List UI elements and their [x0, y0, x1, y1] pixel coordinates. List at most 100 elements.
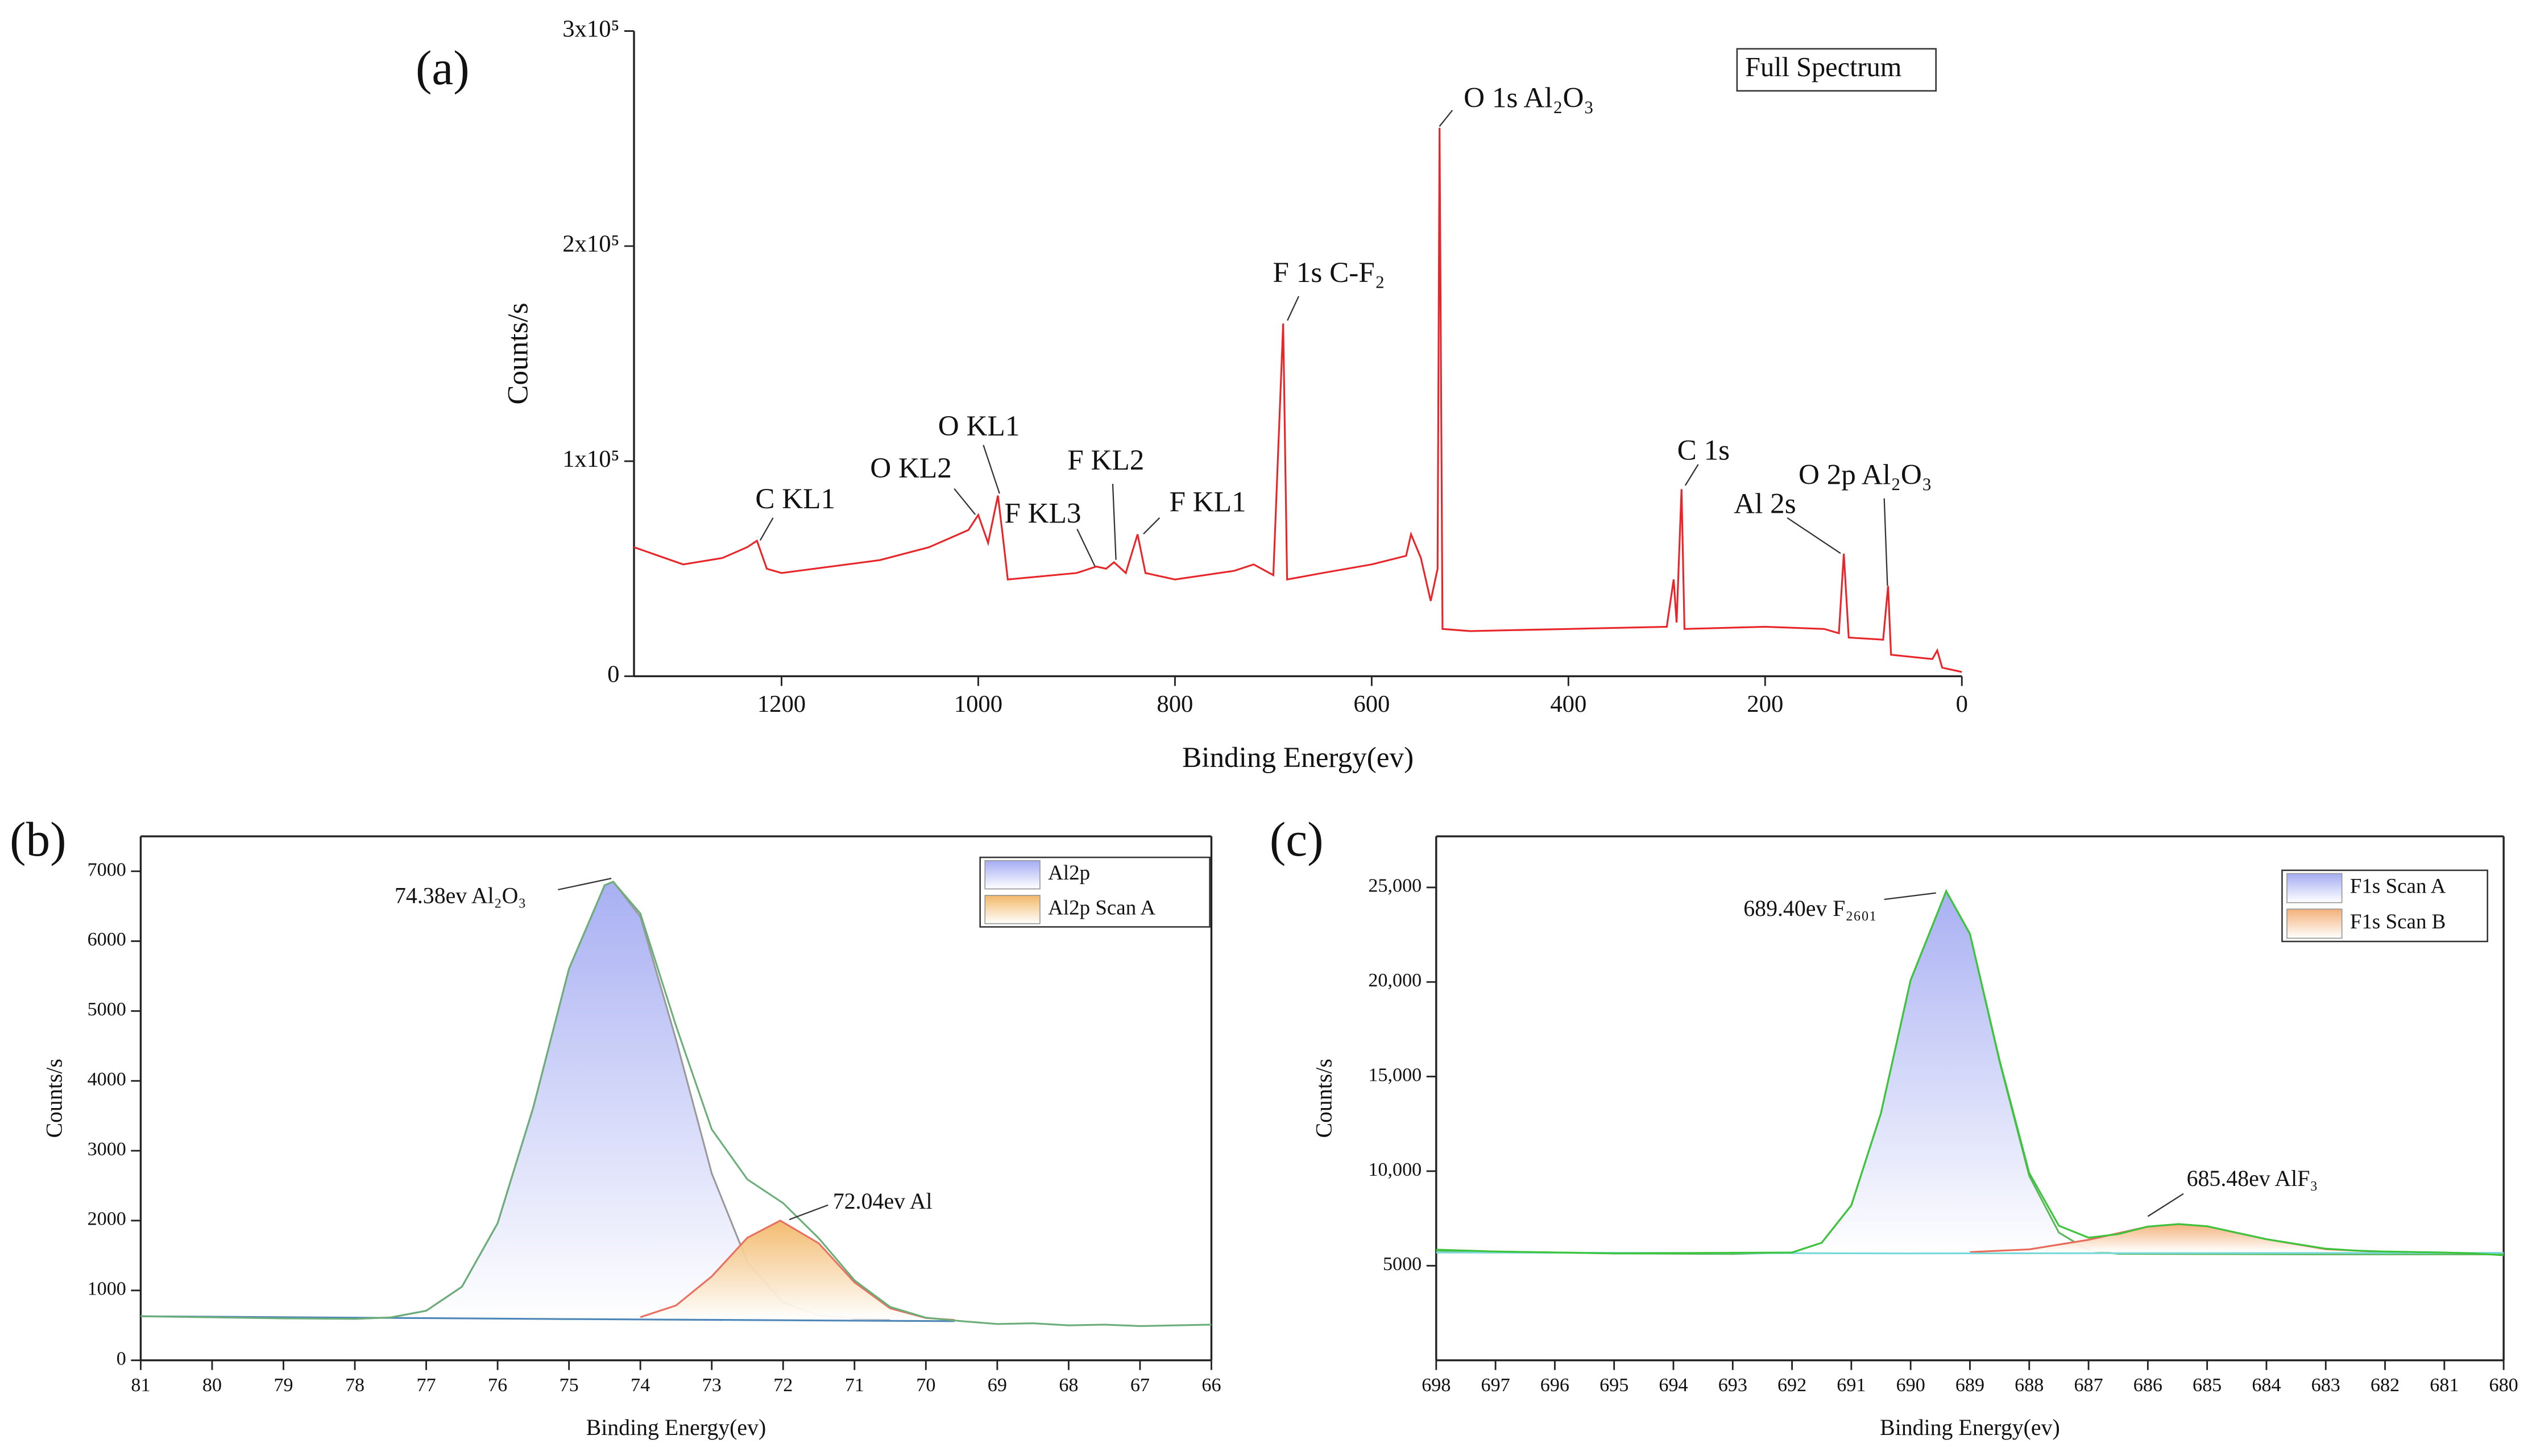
x-tick-label: 690 — [1896, 1375, 1925, 1396]
leader-line — [2147, 1193, 2184, 1217]
annotation: 689.40ev F₂₆₀₁ — [1743, 896, 1877, 921]
spectrum-line — [633, 127, 1962, 673]
leader-line — [1287, 296, 1300, 321]
legend-swatch — [2286, 909, 2343, 939]
leader-line — [1684, 464, 1699, 486]
y-tick-label: 1x10⁵ — [562, 446, 619, 472]
x-tick-label: 800 — [1157, 691, 1193, 717]
y-tick-label: 5000 — [1383, 1254, 1422, 1275]
x-tick-label: 1200 — [757, 691, 806, 717]
spectrum-line — [1436, 889, 2504, 1256]
leader-line — [1076, 529, 1096, 567]
leader-line — [558, 877, 612, 891]
y-tick-label: 3000 — [88, 1139, 126, 1160]
x-tick-label: 692 — [1777, 1375, 1806, 1396]
y-axis-label: Counts/s — [1312, 1059, 1337, 1138]
annotation: O KL1 — [938, 410, 1020, 442]
peak-area — [1436, 891, 2504, 1255]
legend-label: F1s Scan B — [2350, 910, 2446, 933]
x-tick-label: 80 — [202, 1375, 222, 1396]
leader-line — [789, 1204, 828, 1221]
spectrum-line — [140, 881, 1212, 1328]
leader-line — [759, 517, 774, 541]
leader-line — [954, 488, 976, 515]
x-tick-label: 66 — [1201, 1375, 1221, 1396]
panel-label: (b) — [10, 813, 67, 866]
panel: (c) 698 697 696 695 694 693 692 691 690 689 688 687 6… — [1270, 813, 2518, 1440]
x-tick-label: 688 — [2015, 1375, 2044, 1396]
y-tick-label: 3x10⁵ — [562, 15, 619, 42]
x-tick-label: 81 — [131, 1375, 150, 1396]
peak-area — [640, 1220, 955, 1320]
x-tick-label: 70 — [916, 1375, 935, 1396]
legend-swatch — [984, 860, 1041, 890]
x-tick-label: 78 — [345, 1375, 364, 1396]
y-tick-label: 0 — [607, 661, 619, 687]
x-tick-label: 400 — [1550, 691, 1586, 717]
leader-line — [983, 445, 1000, 494]
x-tick-label: 75 — [560, 1375, 579, 1396]
leader-line — [1883, 498, 1888, 586]
x-tick-label: 695 — [1599, 1375, 1628, 1396]
legend-swatch — [984, 895, 1041, 924]
leader-line — [1884, 892, 1936, 901]
legend-label: Al2p Scan A — [1048, 895, 1155, 919]
x-tick-label: 697 — [1481, 1375, 1510, 1396]
x-tick-label: 0 — [1956, 691, 1968, 717]
annotation: Al 2s — [1734, 488, 1796, 520]
x-tick-label: 687 — [2074, 1375, 2103, 1396]
x-tick-label: 67 — [1130, 1375, 1150, 1396]
x-tick-label: 683 — [2311, 1375, 2340, 1396]
x-tick-label: 77 — [417, 1375, 436, 1396]
y-tick-label: 2x10⁵ — [562, 231, 619, 258]
y-axis-label: Counts/s — [502, 302, 534, 404]
annotation: F KL1 — [1169, 486, 1246, 518]
panel: (b) 81 80 79 78 77 76 75 74 73 72 71 70 69 68 67 66 0 1000… — [10, 813, 1221, 1440]
x-tick-label: 684 — [2252, 1375, 2281, 1396]
x-tick-label: 685 — [2193, 1375, 2222, 1396]
x-tick-label: 71 — [845, 1375, 864, 1396]
x-tick-label: 200 — [1747, 691, 1783, 717]
annotation: O 1s Al₂O₃ — [1464, 82, 1594, 114]
y-tick-label: 5000 — [88, 999, 126, 1020]
annotation: O KL2 — [870, 452, 952, 484]
x-tick-label: 1000 — [954, 691, 1002, 717]
y-tick-label: 2000 — [88, 1209, 126, 1230]
y-tick-label: 15,000 — [1368, 1064, 1422, 1085]
x-tick-label: 74 — [631, 1375, 650, 1396]
y-axis-label: Counts/s — [42, 1059, 67, 1138]
x-tick-label: 681 — [2430, 1375, 2459, 1396]
leader-line — [1439, 110, 1453, 127]
x-tick-label: 686 — [2133, 1375, 2162, 1396]
annotation: O 2p Al₂O₃ — [1799, 458, 1932, 491]
legend-label: F1s Scan A — [2350, 874, 2446, 898]
peak-area — [1970, 1224, 2385, 1252]
x-tick-label: 689 — [1955, 1375, 1984, 1396]
legend-swatch — [2286, 873, 2343, 903]
x-tick-label: 691 — [1837, 1375, 1866, 1396]
x-tick-label: 600 — [1353, 691, 1390, 717]
x-axis-label: Binding Energy(ev) — [1880, 1415, 2060, 1440]
annotation: 685.48ev AlF₃ — [2187, 1166, 2318, 1191]
y-tick-label: 0 — [117, 1348, 126, 1369]
panel: (a) 1200 1000 800 600 400 200 0 0 1x10⁵ 2x10⁵ 3x10⁵… — [416, 15, 1968, 774]
annotation: C 1s — [1677, 434, 1730, 467]
x-tick-label: 72 — [773, 1375, 793, 1396]
x-tick-label: 68 — [1059, 1375, 1078, 1396]
leader-line — [1112, 483, 1117, 560]
x-tick-label: 76 — [488, 1375, 507, 1396]
x-tick-label: 73 — [702, 1375, 722, 1396]
annotation: C KL1 — [755, 483, 835, 515]
x-tick-label: 69 — [988, 1375, 1007, 1396]
y-tick-label: 7000 — [88, 859, 126, 880]
panel-label: (c) — [1270, 813, 1324, 866]
y-tick-label: 4000 — [88, 1069, 126, 1090]
y-tick-label: 20,000 — [1368, 970, 1422, 991]
legend-box — [1736, 48, 1937, 92]
x-axis-label: Binding Energy(ev) — [586, 1415, 766, 1440]
legend-label: Al2p — [1048, 861, 1090, 884]
x-tick-label: 693 — [1718, 1375, 1747, 1396]
annotation: F KL3 — [1004, 497, 1081, 530]
panel-label: (a) — [416, 42, 470, 95]
